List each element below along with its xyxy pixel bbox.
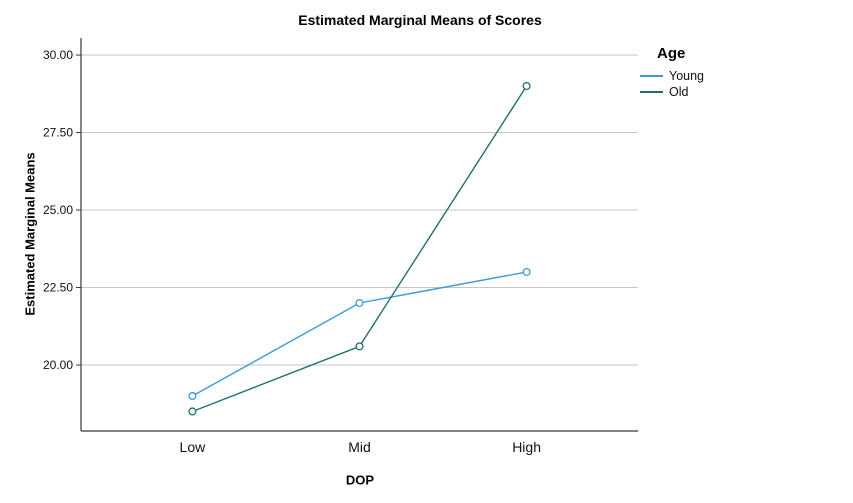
x-tick-label: Low [180,439,207,455]
legend: Age Young Old [640,45,840,100]
legend-swatch-old [640,91,663,93]
y-tick-label: 27.50 [43,126,73,140]
series-line-young [192,271,527,397]
data-point-young-mid [355,298,364,308]
legend-title: Age [657,45,686,62]
chart-title: Estimated Marginal Means of Scores [298,12,542,28]
legend-label: Old [669,85,689,99]
legend-label: Young [669,69,704,83]
y-tick-label: 20.00 [43,358,73,372]
legend-entry-young: Young [640,68,840,84]
data-point-old-mid [355,342,364,351]
y-tick-label: 30.00 [43,48,73,62]
legend-swatch-young [640,75,663,77]
x-tick-label: Mid [348,439,371,455]
legend-entry-old: Old [640,84,840,100]
series-line-old [192,85,528,413]
data-point-young-high [522,267,531,277]
data-point-old-high [522,81,531,91]
data-point-old-low [188,407,197,416]
data-point-young-low [188,391,197,401]
y-tick-label: 25.00 [43,203,73,217]
y-tick-label: 22.50 [43,280,73,294]
x-tick-label: High [512,439,541,455]
y-axis-title: Estimated Marginal Means [22,152,38,316]
legend-entries: Young Old [640,68,840,100]
x-axis-title: DOP [345,472,375,488]
